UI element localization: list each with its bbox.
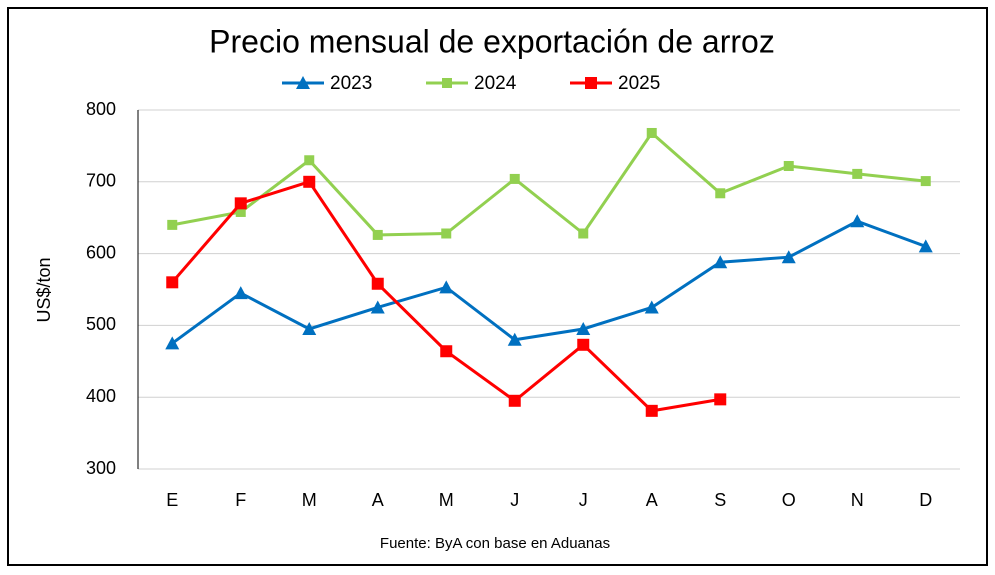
- marker: [441, 228, 452, 239]
- x-tick-label: J: [579, 490, 588, 510]
- y-tick-label: 600: [86, 242, 116, 262]
- marker: [578, 228, 589, 239]
- x-tick-label: N: [851, 490, 864, 510]
- marker: [234, 197, 247, 210]
- marker: [576, 321, 591, 335]
- x-tick-label: M: [302, 490, 317, 510]
- marker: [713, 255, 728, 269]
- marker: [644, 300, 659, 314]
- marker: [852, 168, 863, 179]
- marker: [439, 280, 454, 294]
- marker: [302, 321, 317, 335]
- marker: [372, 229, 383, 240]
- marker: [918, 239, 933, 253]
- x-tick-label: O: [782, 490, 796, 510]
- marker: [440, 345, 453, 358]
- marker: [303, 175, 316, 188]
- x-tick-label: M: [439, 490, 454, 510]
- marker: [509, 173, 520, 184]
- x-tick-label: J: [510, 490, 519, 510]
- y-axis-label: US$/ton: [34, 257, 54, 322]
- marker: [585, 77, 597, 89]
- y-tick-label: 500: [86, 314, 116, 334]
- x-tick-label: F: [235, 490, 246, 510]
- x-tick-label: D: [919, 490, 932, 510]
- marker: [233, 286, 248, 300]
- series-line: [171, 130, 926, 237]
- series-line: [171, 219, 927, 345]
- y-tick-label: 400: [86, 386, 116, 406]
- x-tick-label: E: [166, 490, 178, 510]
- marker: [646, 127, 657, 138]
- marker: [296, 76, 310, 89]
- marker: [442, 78, 452, 88]
- x-tick-label: S: [714, 490, 726, 510]
- marker: [781, 250, 796, 264]
- y-tick-label: 800: [86, 99, 116, 119]
- marker: [783, 161, 794, 172]
- marker: [304, 155, 315, 166]
- y-tick-label: 300: [86, 458, 116, 478]
- marker: [920, 176, 931, 187]
- marker: [508, 394, 521, 407]
- source-note: Fuente: ByA con base en Aduanas: [380, 535, 610, 552]
- marker: [714, 393, 727, 406]
- marker: [167, 219, 178, 230]
- marker: [165, 336, 180, 350]
- marker: [166, 276, 179, 289]
- legend-label: 2023: [330, 73, 372, 94]
- marker: [371, 277, 384, 290]
- x-tick-label: A: [372, 490, 384, 510]
- marker: [850, 214, 865, 228]
- x-tick-label: A: [646, 490, 658, 510]
- marker: [507, 332, 522, 346]
- y-tick-label: 700: [86, 171, 116, 191]
- marker: [577, 338, 590, 351]
- marker: [715, 188, 726, 199]
- legend-label: 2025: [618, 73, 660, 94]
- legend-label: 2024: [474, 73, 517, 94]
- marker: [235, 206, 246, 217]
- marker: [370, 300, 385, 314]
- marker: [645, 404, 658, 417]
- chart-title: Precio mensual de exportación de arroz: [209, 23, 775, 59]
